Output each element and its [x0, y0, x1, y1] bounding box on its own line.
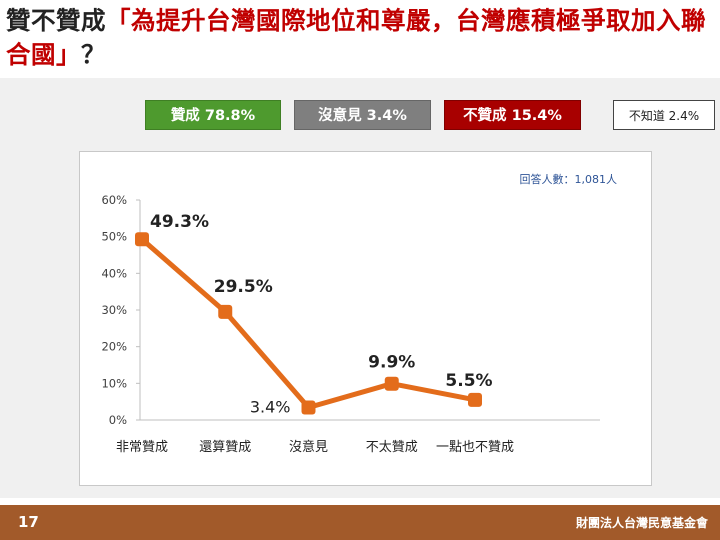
- badge-agree: 贊成 78.8%: [145, 100, 281, 130]
- data-label: 5.5%: [445, 371, 492, 391]
- data-label: 29.5%: [214, 277, 273, 297]
- data-label: 9.9%: [368, 353, 415, 373]
- title-question: 「為提升台灣國際地位和尊嚴，台灣應積極爭取加入聯合國」: [6, 6, 706, 69]
- y-tick-label: 40%: [101, 266, 127, 280]
- badge-dont-know: 不知道 2.4%: [613, 100, 715, 130]
- slide-title: 贊不贊成「為提升台灣國際地位和尊嚴，台灣應積極爭取加入聯合國」？: [6, 4, 716, 72]
- respondents-label: 回答人數：1,081人: [520, 172, 618, 186]
- x-tick-label: 還算贊成: [199, 440, 251, 455]
- y-tick-label: 50%: [101, 230, 127, 244]
- y-tick-label: 10%: [101, 376, 127, 390]
- y-tick-label: 60%: [101, 193, 127, 207]
- data-point: [468, 392, 482, 407]
- chart-box: 回答人數：1,081人 0% 10% 20% 30% 40% 50% 60% 非常贊成 還算贊成…: [79, 151, 652, 486]
- y-tick-label: 0%: [109, 413, 127, 427]
- line-chart: 回答人數：1,081人 0% 10% 20% 30% 40% 50% 60% 非常贊成 還算贊成…: [101, 172, 618, 455]
- badge-no-opinion: 沒意見 3.4%: [294, 100, 431, 130]
- x-tick-label: 非常贊成: [116, 440, 168, 455]
- data-point: [218, 304, 233, 319]
- page-number: 17: [18, 513, 39, 531]
- organization-name: 財團法人台灣民意基金會: [575, 516, 708, 530]
- data-point: [301, 400, 316, 415]
- data-point: [135, 232, 149, 247]
- data-label: 49.3%: [150, 212, 209, 232]
- y-tick-label: 30%: [101, 303, 127, 317]
- data-point: [384, 376, 399, 391]
- x-tick-label: 不太贊成: [366, 440, 418, 455]
- x-tick-label: 沒意見: [289, 439, 328, 455]
- badge-disagree: 不贊成 15.4%: [444, 100, 581, 130]
- y-tick-label: 20%: [101, 340, 127, 354]
- data-label: 3.4%: [250, 398, 291, 417]
- footer-bar: [0, 505, 720, 540]
- x-tick-label: 一點也不贊成: [436, 440, 514, 455]
- title-lead: 贊不贊成: [6, 6, 106, 35]
- series-line: [140, 237, 476, 411]
- title-qmark: ？: [81, 40, 106, 69]
